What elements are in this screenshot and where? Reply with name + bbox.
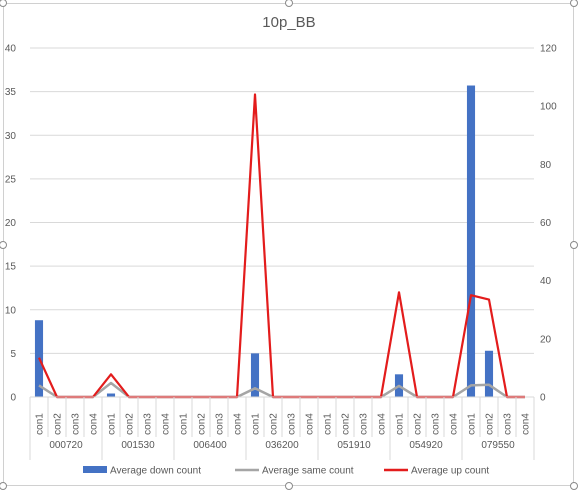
- x-sub-tick-label: con1: [35, 413, 46, 435]
- x-sub-tick-label: con4: [89, 413, 100, 435]
- bar-average-down-count: [250, 353, 260, 397]
- x-sub-tick-label: con3: [215, 413, 226, 435]
- x-sub-tick-label: con1: [107, 413, 118, 435]
- left-axis-tick-label: 40: [5, 44, 17, 55]
- gridlines: [30, 47, 534, 354]
- right-axis-tick-label: 0: [540, 393, 546, 404]
- left-axis-tick-label: 5: [10, 349, 16, 360]
- line-series: [37, 93, 525, 399]
- x-sub-tick-label: con1: [251, 413, 262, 435]
- legend: Average down count Average same count Aver…: [83, 466, 489, 477]
- x-group-tick-label: 001530: [121, 440, 155, 451]
- right-axis-tick-label: 120: [540, 44, 557, 55]
- x-sub-tick-label: con2: [413, 413, 424, 435]
- resize-handle-bottom-right[interactable]: [570, 482, 578, 490]
- x-sub-tick-label: con3: [143, 413, 154, 435]
- legend-label: Average down count: [110, 466, 201, 477]
- x-sub-tick-label: con3: [71, 413, 82, 435]
- left-axis-tick-label: 15: [5, 262, 17, 273]
- right-axis-tick-label: 80: [540, 160, 552, 171]
- x-group-tick-label: 000720: [49, 440, 83, 451]
- line-average-up-count: [37, 93, 525, 399]
- left-axis-tick-label: 25: [5, 174, 17, 185]
- x-sub-tick-label: con3: [503, 413, 514, 435]
- resize-handle-top-right[interactable]: [570, 0, 578, 7]
- x-sub-tick-label: con2: [197, 413, 208, 435]
- chart-title: 10p_BB: [262, 14, 315, 31]
- x-sub-tick-label: con1: [323, 413, 334, 435]
- right-axis-tick-label: 60: [540, 218, 552, 229]
- left-axis-tick-label: 10: [5, 305, 17, 316]
- x-group-tick-label: 006400: [193, 440, 227, 451]
- bar-average-down-count: [466, 85, 476, 397]
- x-sub-tick-label: con2: [485, 413, 496, 435]
- bar-average-down-count: [106, 393, 116, 397]
- legend-label: Average same count: [262, 466, 354, 477]
- left-axis-tick-label: 35: [5, 87, 17, 98]
- bar-average-down-count: [484, 350, 494, 397]
- x-group-tick-label: 054920: [409, 440, 443, 451]
- right-axis-tick-label: 100: [540, 102, 557, 113]
- left-axis-tick-label: 30: [5, 131, 17, 142]
- left-axis-tick-label: 0: [10, 393, 16, 404]
- x-sub-tick-label: con2: [53, 413, 64, 435]
- legend-label: Average up count: [411, 466, 489, 477]
- x-group-tick-label: 036200: [265, 440, 299, 451]
- x-axis: con1 con2 con3 con4 con1 con2 con3 con4 con1 con2…: [29, 396, 535, 460]
- x-group-tick-label: 079550: [481, 440, 515, 451]
- right-axis: 0 20 40 60 80 100 120: [540, 44, 557, 404]
- x-sub-tick-label: con4: [161, 413, 172, 435]
- x-sub-tick-label: con4: [233, 413, 244, 435]
- x-sub-tick-label: con1: [467, 413, 478, 435]
- right-axis-tick-label: 20: [540, 334, 552, 345]
- left-axis: 0 5 10 15 20 25 30 35 40: [5, 44, 17, 404]
- x-sub-tick-label: con4: [449, 413, 460, 435]
- x-sub-tick-label: con1: [395, 413, 406, 435]
- resize-handle-top-center[interactable]: [285, 0, 293, 7]
- x-sub-tick-label: con2: [125, 413, 136, 435]
- x-sub-tick-label: con2: [269, 413, 280, 435]
- resize-handle-bottom-center[interactable]: [285, 482, 293, 490]
- x-sub-tick-label: con4: [521, 413, 532, 435]
- x-sub-tick-label: con3: [287, 413, 298, 435]
- x-sub-tick-label: con4: [377, 413, 388, 435]
- x-sub-tick-label: con2: [341, 413, 352, 435]
- resize-handle-middle-right[interactable]: [570, 241, 578, 249]
- x-group-tick-label: 051910: [337, 440, 371, 451]
- x-sub-tick-label: con3: [359, 413, 370, 435]
- resize-handle-middle-left[interactable]: [0, 241, 7, 249]
- left-axis-tick-label: 20: [5, 218, 17, 229]
- legend-swatch-bar: [83, 466, 107, 473]
- x-sub-tick-label: con3: [431, 413, 442, 435]
- resize-handle-bottom-left[interactable]: [0, 482, 7, 490]
- x-sub-tick-label: con4: [305, 413, 316, 435]
- right-axis-tick-label: 40: [540, 276, 552, 287]
- x-sub-tick-label: con1: [179, 413, 190, 435]
- resize-handle-top-left[interactable]: [0, 0, 7, 7]
